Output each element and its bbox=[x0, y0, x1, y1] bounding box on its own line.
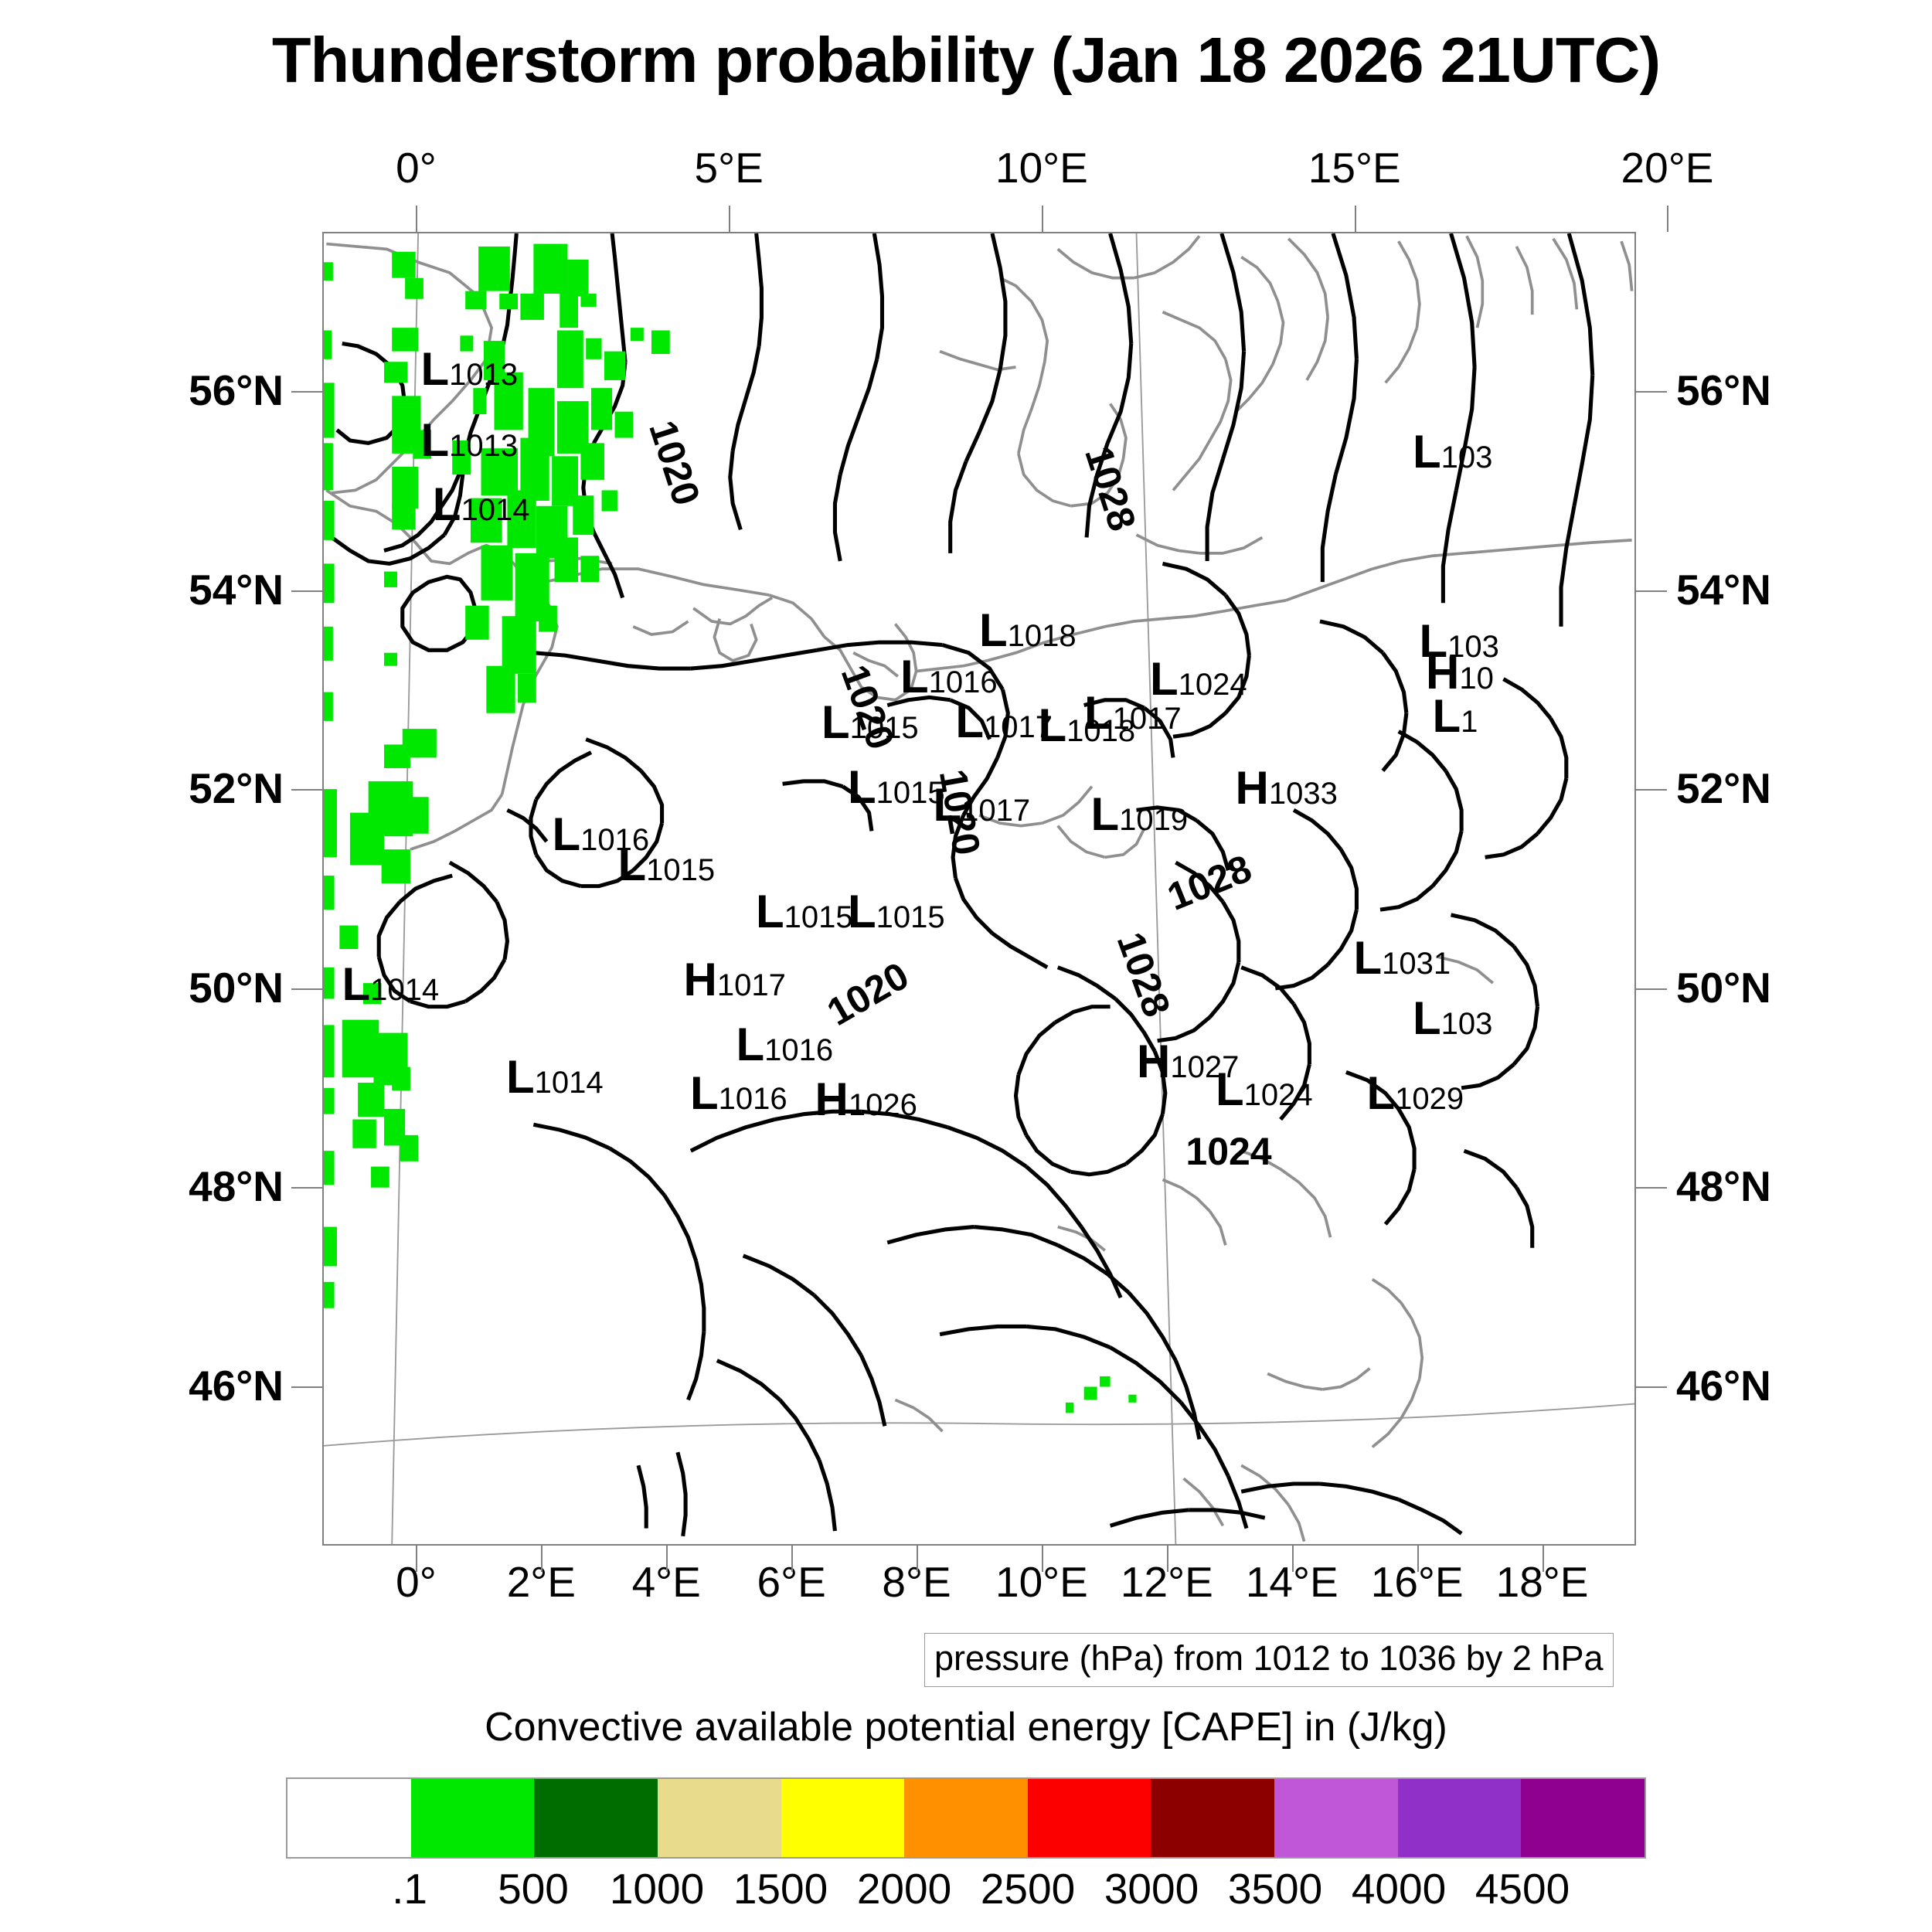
colorbar-swatch-4 bbox=[781, 1779, 905, 1857]
lon-tick-top-4 bbox=[1667, 206, 1669, 232]
lat-tick-left-0 bbox=[291, 391, 322, 393]
map-plot-area bbox=[322, 232, 1636, 1546]
lat-label-right-0: 56°N bbox=[1676, 366, 1771, 415]
lat-tick-right-3 bbox=[1636, 988, 1667, 990]
lat-tick-right-1 bbox=[1636, 590, 1667, 592]
lat-label-right-2: 52°N bbox=[1676, 764, 1771, 813]
lon-tick-bottom-2 bbox=[666, 1546, 668, 1572]
lat-label-right-3: 50°N bbox=[1676, 963, 1771, 1012]
lat-tick-right-2 bbox=[1636, 789, 1667, 791]
lat-label-left-5: 46°N bbox=[189, 1361, 284, 1410]
colorbar-tick-labels: .1 500 1000 1500 2000 2500 3000 3500 4000 4500 bbox=[286, 1864, 1646, 1918]
colorbar-swatch-0 bbox=[287, 1779, 411, 1857]
page-title: Thunderstorm probability (Jan 18 2026 21… bbox=[271, 24, 1661, 96]
lat-tick-left-3 bbox=[291, 988, 322, 990]
lon-label-top-0: 0° bbox=[396, 144, 437, 192]
colorbar-swatch-6 bbox=[1027, 1779, 1151, 1857]
colorbar-swatch-10 bbox=[1521, 1779, 1645, 1857]
lat-tick-left-1 bbox=[291, 590, 322, 592]
colorbar bbox=[286, 1777, 1646, 1859]
colorbar-tick-7: 3500 bbox=[1227, 1865, 1323, 1913]
lon-tick-bottom-9 bbox=[1542, 1546, 1544, 1572]
lat-label-right-1: 54°N bbox=[1676, 565, 1771, 614]
colorbar-swatch-7 bbox=[1151, 1779, 1275, 1857]
colorbar-tick-6: 3000 bbox=[1104, 1865, 1199, 1913]
lon-tick-bottom-4 bbox=[917, 1546, 919, 1572]
lon-tick-top-0 bbox=[416, 206, 418, 232]
colorbar-tick-8: 4000 bbox=[1351, 1865, 1447, 1913]
pressure-range-note: pressure (hPa) from 1012 to 1036 by 2 hP… bbox=[924, 1633, 1614, 1687]
colorbar-tick-2: 1000 bbox=[609, 1865, 705, 1913]
colorbar-tick-3: 1500 bbox=[733, 1865, 828, 1913]
lon-tick-bottom-8 bbox=[1417, 1546, 1419, 1572]
lat-label-left-4: 48°N bbox=[189, 1162, 284, 1211]
lat-label-left-1: 54°N bbox=[189, 565, 284, 614]
lat-tick-left-4 bbox=[291, 1187, 322, 1189]
lon-tick-bottom-1 bbox=[541, 1546, 543, 1572]
colorbar-swatch-3 bbox=[657, 1779, 781, 1857]
colorbar-swatch-5 bbox=[904, 1779, 1028, 1857]
colorbar-swatch-8 bbox=[1274, 1779, 1398, 1857]
colorbar-swatch-9 bbox=[1397, 1779, 1522, 1857]
colorbar-swatch-1 bbox=[410, 1779, 535, 1857]
contour-label-1024: 1024 bbox=[1185, 1130, 1272, 1173]
lat-tick-right-5 bbox=[1636, 1386, 1667, 1388]
lon-label-top-3: 15°E bbox=[1308, 144, 1401, 192]
coastlines-borders bbox=[325, 235, 1634, 1543]
colorbar-tick-5: 2500 bbox=[980, 1865, 1076, 1913]
lat-label-left-2: 52°N bbox=[189, 764, 284, 813]
lon-label-top-2: 10°E bbox=[995, 144, 1088, 192]
lat-label-right-4: 48°N bbox=[1676, 1162, 1771, 1211]
isobar-contours bbox=[330, 233, 1595, 1537]
lon-label-top-4: 20°E bbox=[1621, 144, 1714, 192]
lon-tick-top-2 bbox=[1041, 206, 1043, 232]
colorbar-swatch-2 bbox=[534, 1779, 658, 1857]
lon-label-top-1: 5°E bbox=[694, 144, 764, 192]
lat-label-left-3: 50°N bbox=[189, 963, 284, 1012]
lon-tick-bottom-0 bbox=[416, 1546, 418, 1572]
lon-tick-bottom-3 bbox=[791, 1546, 794, 1572]
lon-tick-bottom-6 bbox=[1166, 1546, 1168, 1572]
cape-shading bbox=[324, 243, 1137, 1413]
colorbar-tick-0: .1 bbox=[392, 1865, 427, 1913]
colorbar-title: Convective available potential energy [C… bbox=[485, 1705, 1447, 1750]
lat-tick-left-2 bbox=[291, 789, 322, 791]
map-svg bbox=[324, 233, 1634, 1544]
colorbar-tick-1: 500 bbox=[498, 1865, 569, 1913]
colorbar-tick-4: 2000 bbox=[856, 1865, 952, 1913]
lon-tick-bottom-5 bbox=[1041, 1546, 1043, 1572]
lon-tick-top-1 bbox=[729, 206, 731, 232]
lat-label-right-5: 46°N bbox=[1676, 1361, 1771, 1410]
lat-tick-left-5 bbox=[291, 1386, 322, 1388]
lon-tick-bottom-7 bbox=[1291, 1546, 1294, 1572]
lon-tick-top-3 bbox=[1354, 206, 1356, 232]
colorbar-tick-9: 4500 bbox=[1475, 1865, 1570, 1913]
lat-tick-right-4 bbox=[1636, 1187, 1667, 1189]
lat-label-left-0: 56°N bbox=[189, 366, 284, 415]
lat-tick-right-0 bbox=[1636, 391, 1667, 393]
